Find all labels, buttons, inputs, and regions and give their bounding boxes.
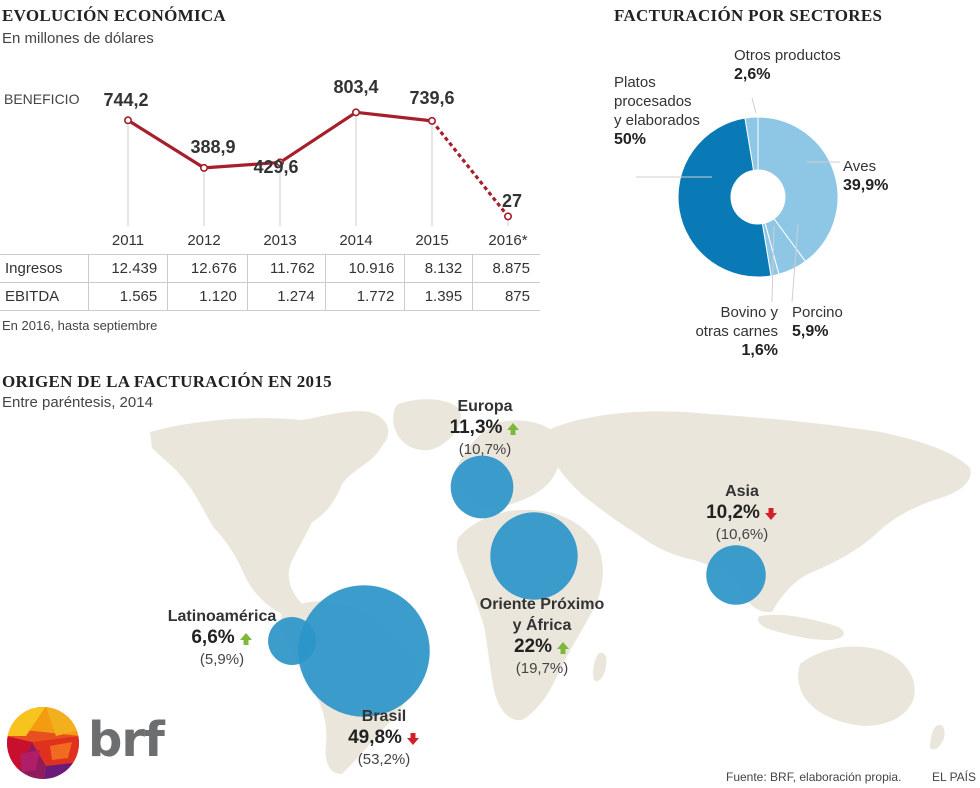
x-tick-label: 2014 (339, 232, 372, 249)
series-label: BENEFICIO (4, 91, 80, 107)
region-label-latinoamerica: Latinoamérica 6,6% (5,9%) (167, 608, 277, 668)
arrow-up-icon (507, 422, 520, 435)
map-indonesia (758, 614, 844, 640)
arrow-up-icon (239, 632, 252, 645)
arrow-down-icon (764, 507, 777, 520)
footnote: En 2016, hasta septiembre (2, 318, 158, 333)
table-row: EBITDA 1.565 1.120 1.274 1.772 1.395 875 (0, 282, 540, 311)
arrow-up-icon (557, 641, 570, 654)
region-label-oriente: Oriente Próximo y África 22% (19,7%) (479, 596, 605, 677)
table-cell: 1.120 (167, 282, 248, 311)
data-point (275, 158, 284, 167)
origin-subtitle: Entre paréntesis, 2014 (2, 394, 153, 411)
table-cell: 1.274 (247, 282, 326, 311)
table-cell: 11.762 (247, 254, 326, 283)
economic-subtitle: En millones de dólares (2, 30, 154, 47)
donut-slice (757, 116, 839, 263)
brf-logo-icon (7, 707, 79, 779)
table-cell: 10.916 (325, 254, 406, 283)
map-north-america (150, 411, 389, 617)
data-label: 803,4 (333, 77, 378, 97)
map-australia (798, 646, 915, 726)
x-tick-label: 2016* (488, 232, 527, 249)
table-cell: 1.565 (88, 282, 169, 311)
data-label: 744,2 (103, 90, 148, 110)
data-point (124, 116, 133, 125)
slice-label-otros: Otros productos 2,6% (734, 47, 841, 83)
data-label: 388,9 (190, 137, 235, 157)
slice-label-bovino: Bovino y otras carnes 1,6% (695, 304, 778, 359)
data-label: 429,6 (253, 157, 298, 177)
region-label-asia: Asia 10,2% (10,6%) (694, 481, 790, 545)
origin-title: ORIGEN DE LA FACTURACIÓN EN 2015 (2, 372, 332, 391)
region-label-brasil: Brasil 49,8% (53,2%) (334, 706, 434, 770)
profit-series-dashed (430, 119, 510, 218)
data-point (200, 163, 209, 172)
table-cell: 1.772 (325, 282, 406, 311)
map-asia (548, 411, 971, 613)
map-japan (778, 490, 795, 529)
map-new-zealand (930, 724, 945, 750)
data-point (351, 108, 360, 117)
x-tick-label: 2013 (263, 232, 296, 249)
sectors-donut-chart (636, 97, 840, 303)
leader-line (791, 224, 799, 303)
row-label: EBITDA (0, 282, 89, 311)
table-cell: 875 (472, 282, 540, 311)
map-madagascar (593, 652, 607, 682)
financial-table: Ingresos 12.439 12.676 11.762 10.916 8.1… (0, 254, 540, 311)
sectors-title: FACTURACIÓN POR SECTORES (614, 6, 883, 25)
table-cell: 8.132 (404, 254, 474, 283)
publisher-credit: EL PAÍS (932, 770, 977, 784)
region-bubbles (268, 455, 766, 717)
region-bubble (490, 512, 578, 600)
data-label: 27 (502, 191, 522, 211)
leader-line (771, 225, 775, 303)
region-label-europa: Europa 11,3% (10,7%) (440, 396, 530, 460)
slice-label-porcino: Porcino 5,9% (792, 304, 843, 340)
region-bubble (298, 585, 430, 717)
table-cell: 1.395 (404, 282, 474, 311)
data-label: 739,6 (409, 88, 454, 108)
arrow-down-icon (406, 732, 419, 745)
x-tick-label: 2012 (187, 232, 220, 249)
table-row: Ingresos 12.439 12.676 11.762 10.916 8.1… (0, 254, 540, 283)
slice-label-aves: Aves 39,9% (843, 158, 889, 194)
x-tick-label: 2015 (415, 232, 448, 249)
table-cell: 12.676 (167, 254, 248, 283)
leader-line (751, 97, 757, 114)
slice-label-platos: Platos procesados y elaborados 50% (614, 74, 700, 148)
row-label: Ingresos (0, 254, 89, 283)
map-greenland (393, 399, 461, 451)
economic-title: EVOLUCIÓN ECONÓMICA (2, 6, 227, 25)
x-tick-label: 2011 (112, 232, 144, 249)
table-cell: 8.875 (472, 254, 540, 283)
profit-line-chart: 2011 2012 2013 2014 2015 2016* 744,2 388,9 429,6… (103, 77, 527, 249)
source-note: Fuente: BRF, elaboración propia. (726, 770, 902, 784)
donut-slice (744, 116, 759, 171)
data-point (503, 212, 512, 221)
table-cell: 12.439 (88, 254, 169, 283)
region-bubble (450, 455, 514, 519)
region-bubble (706, 545, 766, 605)
data-point (427, 116, 436, 125)
brf-logo-text: brf (88, 712, 165, 768)
donut-slice (677, 117, 772, 278)
